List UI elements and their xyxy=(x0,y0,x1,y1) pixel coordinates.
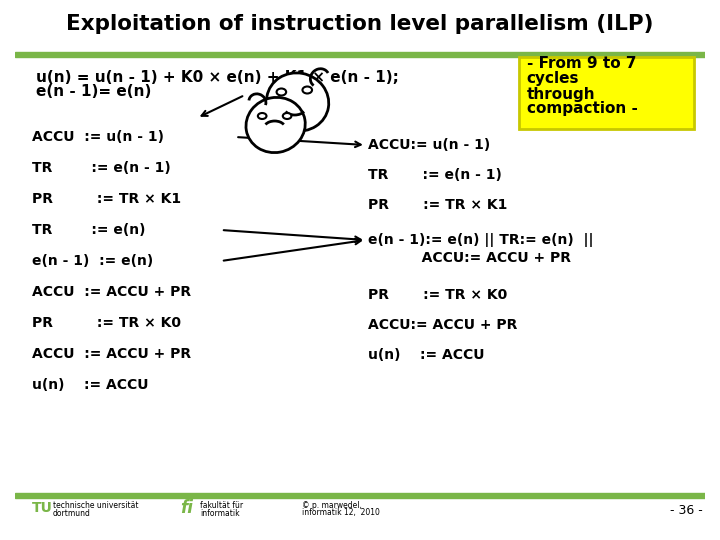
Text: e(n - 1):= e(n) || TR:= e(n)  ||: e(n - 1):= e(n) || TR:= e(n) || xyxy=(368,233,593,247)
Ellipse shape xyxy=(276,89,286,96)
Text: fakultät für: fakultät für xyxy=(200,501,243,510)
Text: PR         := TR × K1: PR := TR × K1 xyxy=(32,192,181,206)
Text: TR       := e(n - 1): TR := e(n - 1) xyxy=(368,168,502,182)
Text: TU: TU xyxy=(32,501,53,515)
Text: ACCU  := u(n - 1): ACCU := u(n - 1) xyxy=(32,130,164,144)
Text: informatik: informatik xyxy=(200,509,240,517)
Ellipse shape xyxy=(302,86,312,93)
Text: u(n)    := ACCU: u(n) := ACCU xyxy=(368,348,484,362)
Text: u(n)    := ACCU: u(n) := ACCU xyxy=(32,378,148,392)
Text: informatik 12,  2010: informatik 12, 2010 xyxy=(302,509,380,517)
Text: u(n) = u(n - 1) + K0 × e(n) + K1 × e(n - 1);: u(n) = u(n - 1) + K0 × e(n) + K1 × e(n -… xyxy=(36,71,399,85)
Ellipse shape xyxy=(283,113,292,119)
Bar xyxy=(14,52,706,57)
Text: compaction -: compaction - xyxy=(527,102,638,117)
Ellipse shape xyxy=(258,113,266,119)
Text: - From 9 to 7: - From 9 to 7 xyxy=(527,57,636,71)
Text: ACCU  := ACCU + PR: ACCU := ACCU + PR xyxy=(32,347,191,361)
Text: ACCU  := ACCU + PR: ACCU := ACCU + PR xyxy=(32,285,191,299)
Text: TR        := e(n): TR := e(n) xyxy=(32,223,145,237)
Text: e(n - 1)  := e(n): e(n - 1) := e(n) xyxy=(32,254,153,268)
Text: ACCU:= u(n - 1): ACCU:= u(n - 1) xyxy=(368,138,490,152)
Text: through: through xyxy=(527,86,595,102)
Ellipse shape xyxy=(246,97,305,153)
Text: e(n - 1)= e(n): e(n - 1)= e(n) xyxy=(36,84,151,99)
Text: Exploitation of instruction level parallelism (ILP): Exploitation of instruction level parall… xyxy=(66,14,654,34)
Text: - 36 -: - 36 - xyxy=(670,503,703,516)
FancyBboxPatch shape xyxy=(519,57,694,129)
Text: ACCU:= ACCU + PR: ACCU:= ACCU + PR xyxy=(368,318,517,332)
Text: fi: fi xyxy=(180,499,193,517)
Text: dortmund: dortmund xyxy=(53,509,91,517)
Text: ACCU:= ACCU + PR: ACCU:= ACCU + PR xyxy=(368,251,571,265)
Text: © p. marwedel,: © p. marwedel, xyxy=(302,501,362,510)
Text: PR         := TR × K0: PR := TR × K0 xyxy=(32,316,181,330)
Text: PR       := TR × K1: PR := TR × K1 xyxy=(368,198,507,212)
Text: technische universität: technische universität xyxy=(53,501,139,510)
Text: TR        := e(n - 1): TR := e(n - 1) xyxy=(32,161,171,175)
Ellipse shape xyxy=(266,73,329,131)
Text: cycles: cycles xyxy=(527,71,580,86)
Bar xyxy=(14,493,706,498)
Text: PR       := TR × K0: PR := TR × K0 xyxy=(368,288,507,302)
